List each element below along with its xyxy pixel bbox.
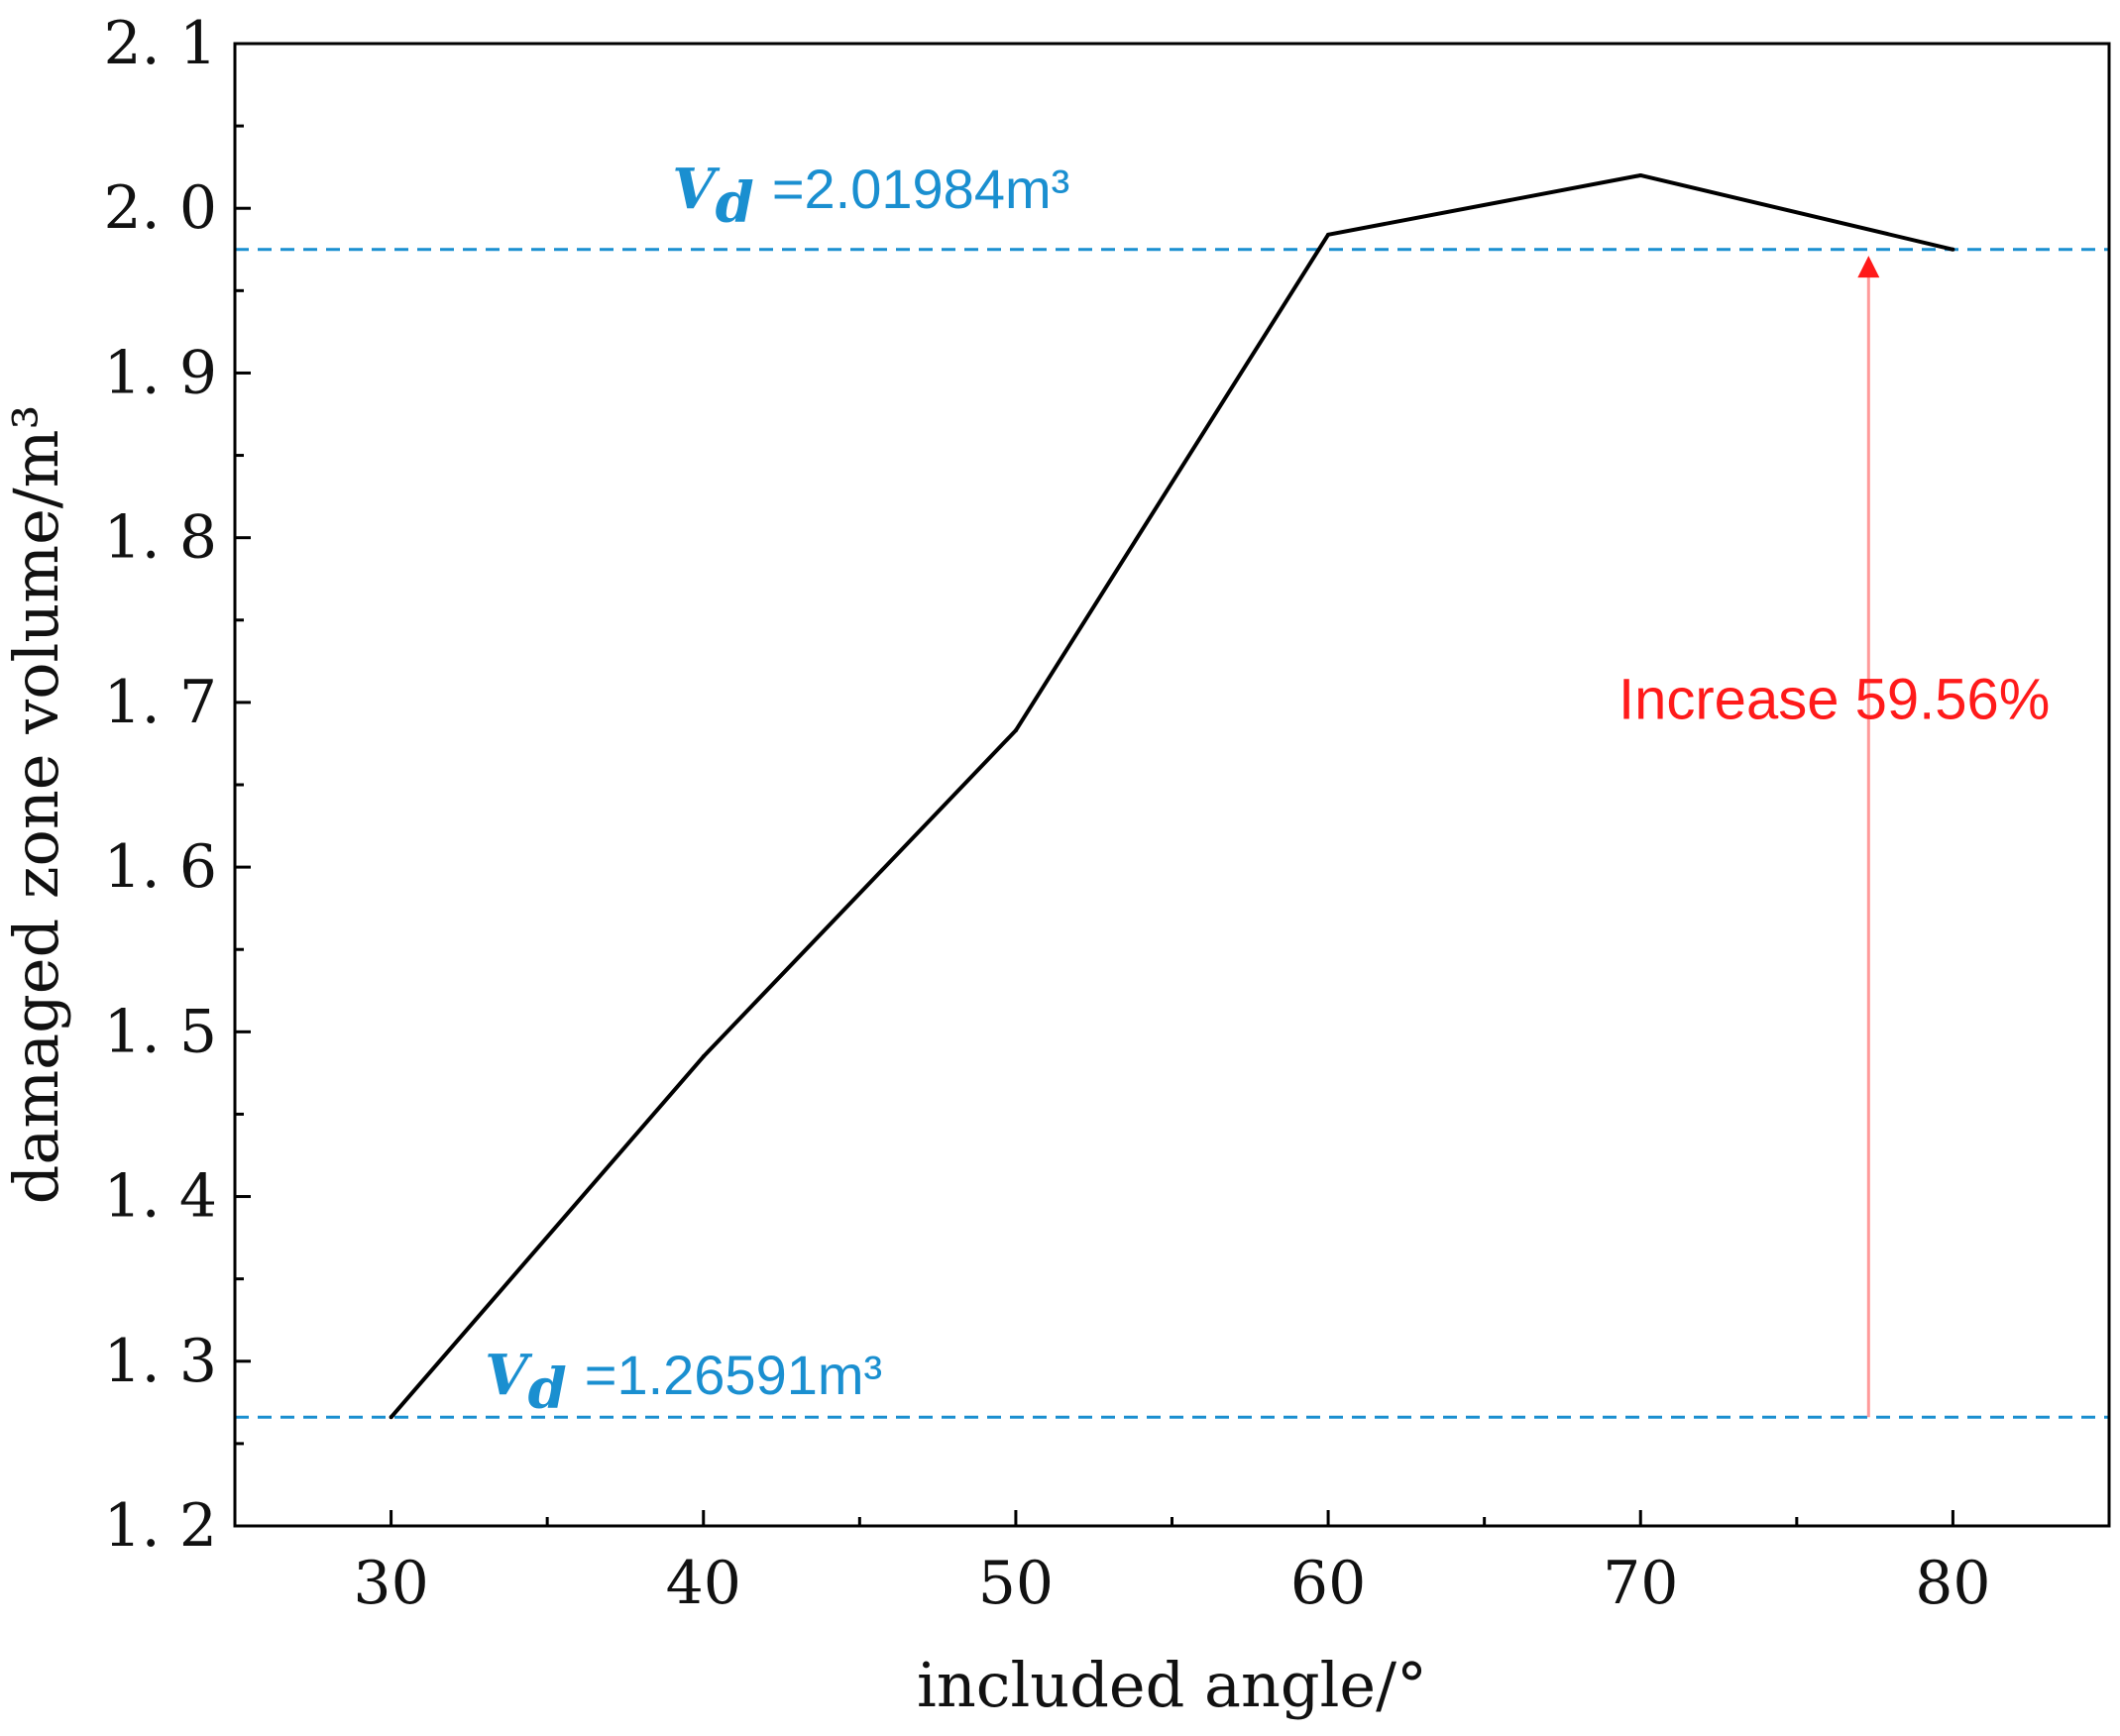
y-tick-label-7: 1. 9 (104, 338, 218, 407)
reference-label-1: Vd =2.01984m³ (672, 157, 1069, 236)
data-point-60 (1326, 232, 1331, 237)
increase-arrow-group (1857, 256, 1880, 1418)
y-tick-label-2: 1. 4 (104, 1162, 218, 1232)
increase-label: Increase 59.56% (1618, 668, 2050, 732)
y-tick-label-9: 2. 1 (104, 9, 218, 78)
x-tick-label-50: 50 (978, 1549, 1054, 1618)
y-tick-label-6: 1. 8 (104, 503, 218, 573)
increase-arrow-head (1857, 256, 1880, 278)
x-tick-label-40: 40 (666, 1549, 741, 1618)
data-point-70 (1638, 172, 1643, 177)
y-tick-label-1: 1. 3 (104, 1327, 218, 1396)
y-axis-title: damaged zone volume/m³ (0, 405, 72, 1205)
labels: included angle/° damaged zone volume/m³ … (0, 157, 2050, 1721)
data-point-80 (1951, 247, 1955, 252)
data-point-50 (1013, 728, 1018, 733)
x-tick-label-60: 60 (1290, 1549, 1366, 1618)
x-axis-title: included angle/° (917, 1649, 1427, 1721)
series-layer (389, 172, 1955, 1420)
x-tick-label-70: 70 (1603, 1549, 1678, 1618)
x-tick-label-80: 80 (1915, 1549, 1990, 1618)
x-tick-label-30: 30 (353, 1549, 428, 1618)
reference-label-2: Vd =1.26591m³ (485, 1343, 882, 1422)
y-tick-label-5: 1. 7 (104, 668, 218, 737)
axes: 30 40 50 60 70 80 1. 2 1. 3 1. 4 1. 5 1. 6 1. 7 1. 8… (104, 9, 2111, 1618)
data-point-40 (701, 1054, 706, 1059)
plot-frame (233, 42, 2111, 1528)
y-tick-label-0: 1. 2 (104, 1491, 218, 1561)
data-point-30 (389, 1415, 393, 1420)
y-tick-label-8: 2. 0 (104, 173, 218, 243)
reference-lines (235, 248, 2109, 1419)
y-tick-label-4: 1. 6 (104, 832, 218, 902)
series-line-1 (390, 172, 1953, 1419)
y-tick-label-3: 1. 5 (104, 997, 218, 1066)
